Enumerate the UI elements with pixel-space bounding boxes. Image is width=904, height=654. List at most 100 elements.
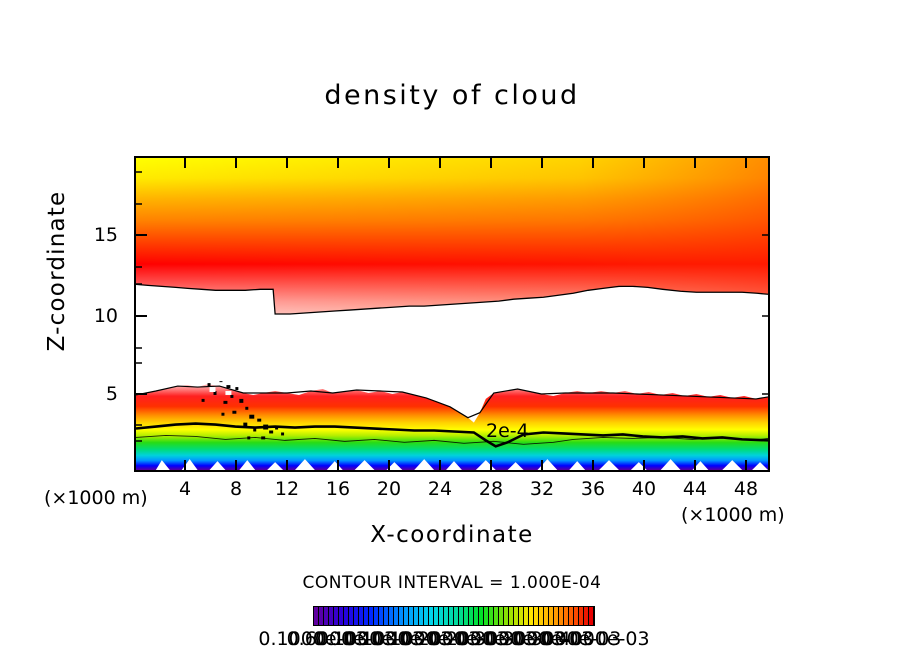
colorbar-cell — [544, 607, 549, 625]
colorbar-cell — [534, 607, 539, 625]
colorbar-cell — [409, 607, 414, 625]
x-unit-right-label: (×1000 m) — [681, 504, 785, 526]
colorbar-cell — [424, 607, 429, 625]
colorbar-cell — [394, 607, 399, 625]
colorbar-cell — [574, 607, 579, 625]
colorbar-tick-label: 0.1000e-03 — [371, 628, 481, 650]
colorbar-cell — [474, 607, 479, 625]
colorbar-cell — [374, 607, 379, 625]
colorbar-cell — [444, 607, 449, 625]
colorbar-cell — [454, 607, 459, 625]
colorbar-cell — [529, 607, 534, 625]
xtick-label-40: 40 — [631, 478, 657, 500]
ytick-label-15: 15 — [93, 224, 118, 246]
colorbar-cell — [559, 607, 564, 625]
colorbar-cell — [384, 607, 389, 625]
colorbar-cell — [459, 607, 464, 625]
colorbar-tick-label: 0.3000e-03 — [455, 628, 565, 650]
xtick-label-20: 20 — [376, 478, 402, 500]
colorbar-tick-label: 0.2000e-03 — [427, 628, 537, 650]
ytick-label-5: 5 — [105, 383, 118, 405]
colorbar-cell — [439, 607, 444, 625]
colorbar-tick-label: 0.3000e-03 — [512, 628, 622, 650]
colorbar-cell — [314, 607, 319, 625]
colorbar-cell — [324, 607, 329, 625]
colorbar-cell — [504, 607, 509, 625]
colorbar-cell — [469, 607, 474, 625]
xtick-label-48: 48 — [733, 478, 759, 500]
colorbar-cell — [339, 607, 344, 625]
colorbar-cell — [389, 607, 394, 625]
lower-layer-fill — [136, 384, 768, 470]
xtick-label-28: 28 — [478, 478, 504, 500]
contour-label-2e-4: 2e-4 — [486, 420, 529, 442]
contour-plot-area: 2e-4 — [134, 156, 770, 472]
colorbar-cell — [349, 607, 354, 625]
y-axis-label: Z-coordinate — [44, 190, 70, 352]
colorbar-cell — [344, 607, 349, 625]
colorbar-cell — [589, 607, 594, 625]
contour-interval-label: CONTOUR INTERVAL = 1.000E-04 — [302, 573, 602, 593]
ytick-label-10: 10 — [93, 305, 118, 327]
colorbar-cell — [329, 607, 334, 625]
page-title: density of cloud — [324, 80, 580, 111]
xtick-label-36: 36 — [580, 478, 606, 500]
xtick-label-32: 32 — [529, 478, 555, 500]
colorbar-tick-label: 0.6000e-03 — [286, 628, 396, 650]
colorbar-cell — [484, 607, 489, 625]
xtick-label-16: 16 — [325, 478, 351, 500]
lower-layer-top-contour — [136, 385, 768, 419]
colorbar-cell — [524, 607, 529, 625]
colorbar-cell — [434, 607, 439, 625]
colorbar-cell — [369, 607, 374, 625]
xtick-label-24: 24 — [427, 478, 453, 500]
colorbar-cell — [494, 607, 499, 625]
colorbar-cell — [354, 607, 359, 625]
colorbar-tick-label: 0.3000e-03 — [483, 628, 594, 650]
colorbar-cell — [499, 607, 504, 625]
colorbar-cell — [449, 607, 454, 625]
colorbar-tick-labels: 0.1000e-03 0.6000e-03 0.1000e-03 0.1000e-03… — [0, 628, 904, 650]
colorbar-cell — [519, 607, 524, 625]
colorbar-cell — [419, 607, 424, 625]
colorbar-cell — [509, 607, 514, 625]
colorbar-tick-label: 0.1000e-03 — [314, 628, 424, 650]
colorbar-tick-label: 0.1000e-03 — [342, 628, 453, 650]
x-axis-label: X-coordinate — [370, 522, 534, 548]
colorbar[interactable] — [313, 606, 595, 626]
upper-layer-contour-line — [136, 283, 768, 315]
colorbar-cell — [379, 607, 384, 625]
colorbar-cell — [579, 607, 584, 625]
colorbar-tick-label: 0.1000e-03 — [258, 628, 368, 650]
colorbar-cell — [569, 607, 574, 625]
colorbar-cell — [564, 607, 569, 625]
xtick-label-44: 44 — [682, 478, 708, 500]
xtick-label-8: 8 — [229, 478, 243, 500]
colorbar-cell — [479, 607, 484, 625]
colorbar-cell — [539, 607, 544, 625]
colorbar-cell — [319, 607, 324, 625]
colorbar-cell — [414, 607, 419, 625]
x-unit-left-label: (×1000 m) — [44, 487, 148, 509]
colorbar-cell — [429, 607, 434, 625]
colorbar-cell — [364, 607, 369, 625]
colorbar-cell — [399, 607, 404, 625]
turbulence-voids — [209, 375, 247, 395]
colorbar-cell — [404, 607, 409, 625]
xtick-label-4: 4 — [178, 478, 192, 500]
upper-cloud-layer — [136, 158, 768, 315]
colorbar-tick-label: 0.2000e-03 — [399, 628, 509, 650]
xtick-label-12: 12 — [274, 478, 300, 500]
colorbar-cell — [514, 607, 519, 625]
colorbar-cell — [334, 607, 339, 625]
colorbar-cell — [549, 607, 554, 625]
contour-line-2e-4 — [136, 422, 768, 448]
colorbar-cell — [464, 607, 469, 625]
colorbar-cell — [584, 607, 589, 625]
upper-layer-right-shade — [136, 158, 768, 314]
lower-cloud-layer — [136, 375, 768, 470]
colorbar-cell — [554, 607, 559, 625]
colorbar-cell — [359, 607, 364, 625]
colorbar-tick-label: 0.4000e-03 — [540, 628, 650, 650]
